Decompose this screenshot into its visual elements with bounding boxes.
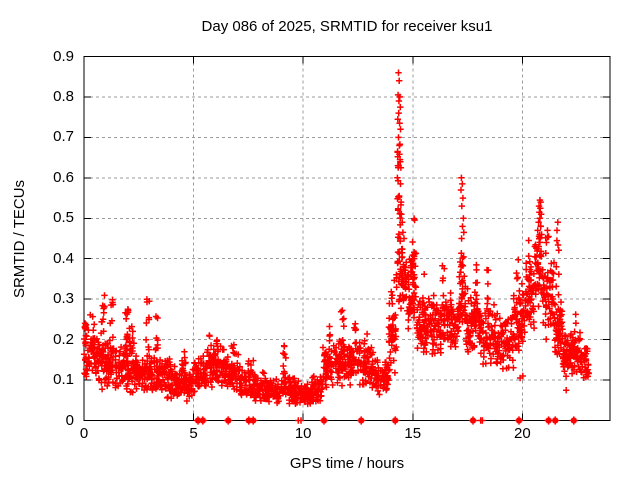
y-tick-label: 0.2	[53, 330, 74, 348]
x-tick-label: 5	[189, 425, 198, 442]
y-tick-label: 0.4	[53, 249, 74, 267]
x-axis-label: GPS time / hours	[289, 455, 405, 472]
x-tick-label: 0	[79, 425, 89, 442]
y-tick-label: 0.1	[53, 371, 74, 389]
y-tick-label: 0.3	[53, 290, 74, 308]
y-tick-label: 0	[65, 411, 74, 429]
x-tick-label: 10	[294, 425, 312, 442]
x-tick-label: 15	[404, 425, 422, 442]
axis-ticks	[83, 56, 610, 421]
y-tick-label: 0.8	[53, 87, 74, 105]
plot-border	[83, 56, 611, 421]
y-tick-label: 0.5	[53, 209, 74, 227]
chart-title: Day 086 of 2025, SRMTID for receiver ksu…	[201, 18, 493, 35]
y-tick-label: 0.9	[53, 47, 74, 65]
grid-lines	[84, 56, 610, 421]
data-points-series	[80, 69, 592, 425]
x-tick-label: 20	[513, 425, 531, 442]
y-tick-label: 0.7	[53, 128, 74, 146]
y-tick-label: 0.6	[53, 168, 74, 186]
